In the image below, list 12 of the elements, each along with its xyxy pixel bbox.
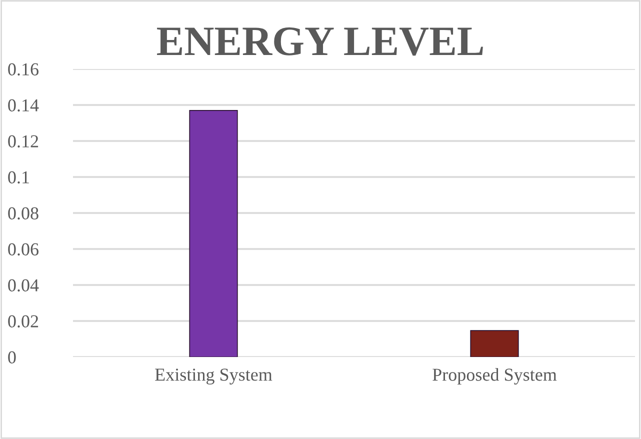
y-tick-label: 0.12 — [8, 135, 38, 148]
y-tick-label: 0.1 — [8, 171, 29, 184]
y-tick-label: 0.04 — [8, 279, 39, 292]
x-tick-label: Existing System — [155, 368, 272, 384]
y-tick-label: 0.02 — [8, 315, 38, 328]
x-tick-label: Proposed System — [432, 368, 557, 385]
y-tick-label: 0.08 — [8, 207, 38, 220]
y-tick-label: 0 — [8, 351, 16, 364]
y-tick-label: 0.14 — [8, 99, 39, 112]
y-tick-label: 0.16 — [8, 63, 39, 76]
chart-title: ENERGY LEVEL — [157, 27, 483, 56]
y-tick-label: 0.06 — [8, 243, 39, 256]
